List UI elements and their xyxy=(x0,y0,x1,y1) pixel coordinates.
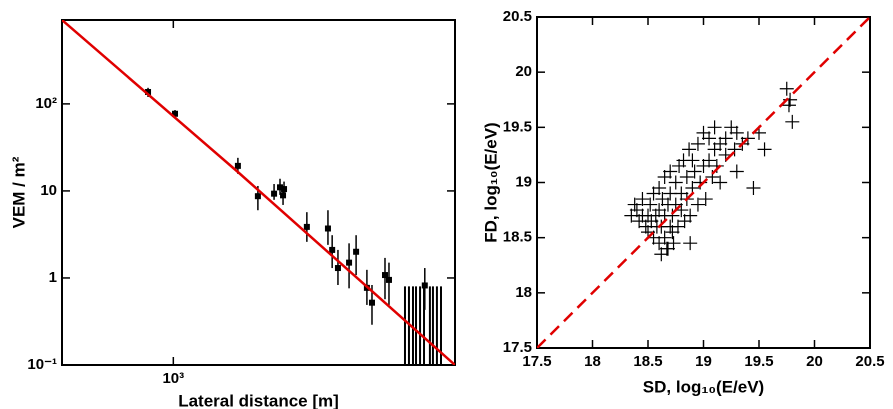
x-tick-label: 10³ xyxy=(162,370,184,387)
point xyxy=(707,142,722,157)
point xyxy=(655,192,670,207)
x-tick-label: 19.5 xyxy=(744,353,773,370)
point xyxy=(757,142,772,157)
point xyxy=(624,208,639,223)
point xyxy=(281,186,288,193)
point xyxy=(646,186,661,201)
point xyxy=(729,125,744,140)
point xyxy=(698,192,713,207)
point xyxy=(781,98,796,113)
point xyxy=(713,175,728,190)
y-tick-label: 10⁻¹ xyxy=(27,356,57,373)
point xyxy=(785,114,800,129)
x-tick-label: 20 xyxy=(806,353,823,370)
x-tick-label: 19 xyxy=(695,353,712,370)
y-tick-label: 18.5 xyxy=(503,229,532,246)
point xyxy=(696,158,711,173)
point xyxy=(303,223,310,230)
point xyxy=(657,230,672,245)
point xyxy=(679,169,694,184)
point xyxy=(663,164,678,179)
y-tick-label: 10² xyxy=(35,95,57,112)
y-tick-label: 10 xyxy=(40,182,57,199)
point xyxy=(674,186,689,201)
point xyxy=(271,190,278,197)
point xyxy=(718,131,733,146)
point xyxy=(652,203,667,218)
point xyxy=(385,276,392,283)
point xyxy=(635,192,650,207)
point xyxy=(683,236,698,251)
point xyxy=(740,131,755,146)
point xyxy=(666,236,681,251)
point xyxy=(690,197,705,212)
fit-line xyxy=(62,20,455,365)
point xyxy=(657,169,672,184)
point xyxy=(779,81,794,96)
y-tick-label: 20.5 xyxy=(503,8,532,25)
point xyxy=(381,272,388,279)
point xyxy=(643,197,658,212)
point xyxy=(702,153,717,168)
x-tick-label: 20.5 xyxy=(855,353,884,370)
point xyxy=(687,164,702,179)
x-axis-label: SD, log₁₀(E/eV) xyxy=(643,377,764,396)
point xyxy=(677,214,692,229)
point xyxy=(682,142,697,157)
plot-frame xyxy=(61,19,456,366)
point xyxy=(334,265,341,272)
point xyxy=(627,197,642,212)
point xyxy=(353,248,360,255)
point xyxy=(652,181,667,196)
point xyxy=(172,110,179,117)
x-tick-label: 18.5 xyxy=(633,353,662,370)
point xyxy=(632,214,647,229)
point xyxy=(665,225,680,240)
point xyxy=(707,120,722,135)
point xyxy=(277,184,284,191)
y-tick-label: 18 xyxy=(515,284,532,301)
point xyxy=(690,136,705,151)
point xyxy=(724,120,739,135)
point xyxy=(683,208,698,223)
point xyxy=(324,225,331,232)
point xyxy=(660,241,675,256)
point xyxy=(346,259,353,266)
point xyxy=(368,299,375,306)
point xyxy=(254,193,261,200)
point xyxy=(668,175,683,190)
point xyxy=(654,247,669,262)
point xyxy=(727,142,742,157)
point xyxy=(685,153,700,168)
x-axis-label: Lateral distance [m] xyxy=(178,391,339,409)
y-tick-label: 19.5 xyxy=(503,118,532,135)
diagonal-line xyxy=(537,17,870,348)
point xyxy=(670,219,685,234)
point xyxy=(746,181,761,196)
y-axis-label: FD, log₁₀(E/eV) xyxy=(481,122,500,242)
y-tick-label: 19 xyxy=(515,173,532,190)
point xyxy=(729,164,744,179)
point xyxy=(696,125,711,140)
point xyxy=(234,162,241,169)
point xyxy=(665,208,680,223)
point xyxy=(280,192,287,199)
y-tick-label: 1 xyxy=(49,269,57,286)
point xyxy=(713,136,728,151)
y-tick-label: 17.5 xyxy=(503,339,532,356)
y-tick-label: 20 xyxy=(515,63,532,80)
x-tick-label: 18 xyxy=(584,353,601,370)
y-axis-label: VEM / m² xyxy=(9,156,28,228)
point xyxy=(629,203,644,218)
point xyxy=(652,236,667,251)
point xyxy=(421,282,428,289)
point xyxy=(145,88,152,95)
point xyxy=(702,131,717,146)
x-tick-label: 17.5 xyxy=(522,353,551,370)
point xyxy=(329,246,336,253)
